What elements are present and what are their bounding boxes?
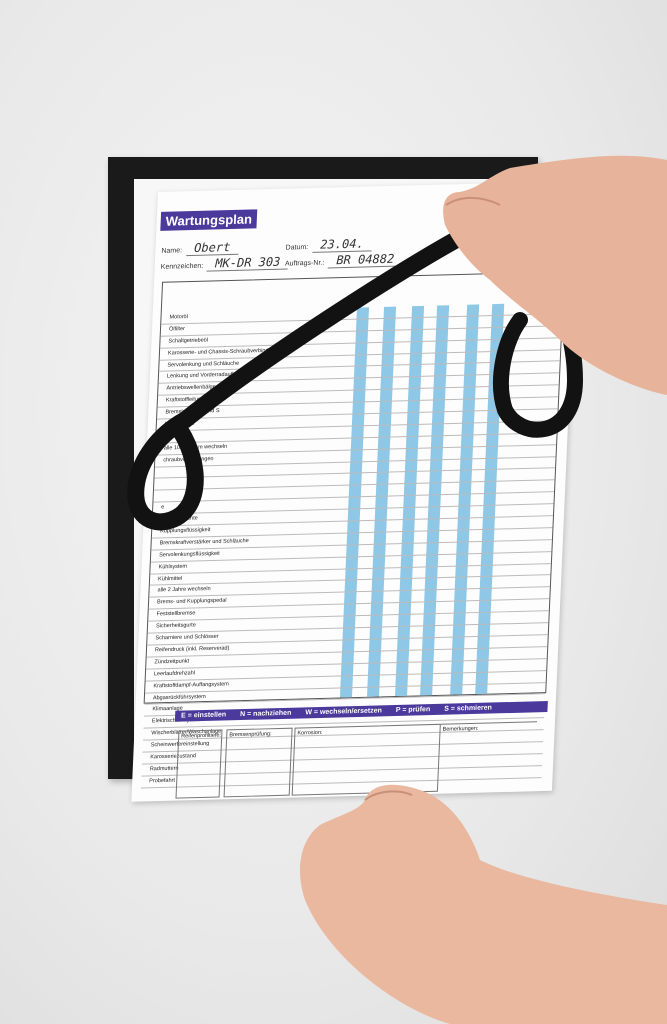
bottom-hand	[300, 784, 667, 1024]
magnetic-strip	[127, 223, 479, 531]
top-hand	[443, 155, 667, 395]
